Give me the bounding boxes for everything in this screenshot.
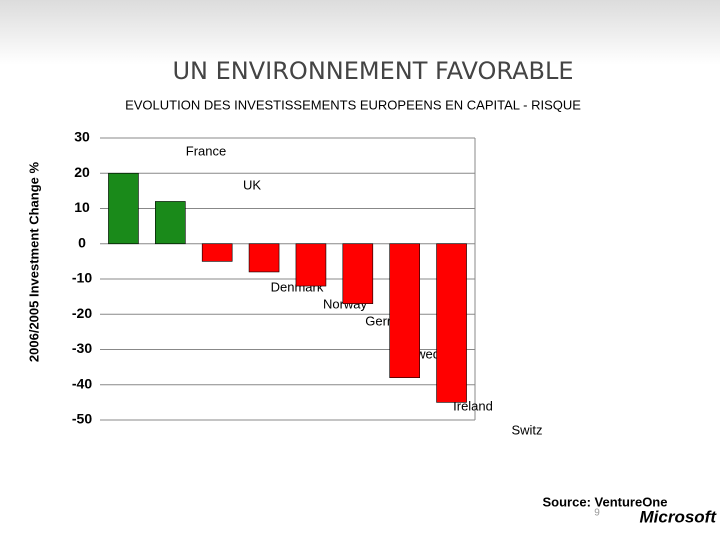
chart-subtitle: EVOLUTION DES INVESTISSEMENTS EUROPEENS … bbox=[125, 97, 581, 112]
bar bbox=[155, 201, 186, 245]
page-number: 9 bbox=[594, 508, 600, 519]
bar bbox=[389, 243, 420, 378]
category-label: Switz bbox=[511, 422, 542, 437]
y-tick-label: -30 bbox=[72, 340, 92, 356]
category-label: France bbox=[186, 143, 226, 158]
y-tick-label: 0 bbox=[78, 234, 86, 250]
bar bbox=[342, 243, 374, 304]
y-axis-label: 2006/2005 Investment Change % bbox=[26, 161, 41, 362]
category-label: UK bbox=[243, 177, 261, 192]
bar bbox=[201, 243, 233, 262]
y-tick-label: -40 bbox=[72, 375, 92, 391]
chart-title: UN ENVIRONNEMENT FAVORABLE bbox=[172, 57, 573, 85]
y-tick-label: -10 bbox=[72, 270, 92, 286]
bar bbox=[295, 243, 327, 287]
y-tick-label: 10 bbox=[74, 199, 90, 215]
bar bbox=[248, 243, 280, 273]
bar bbox=[436, 243, 467, 403]
bar bbox=[108, 172, 139, 245]
logo: Microsoft bbox=[640, 507, 718, 526]
y-tick-label: 20 bbox=[74, 164, 90, 180]
y-tick-label: -50 bbox=[72, 411, 92, 427]
y-tick-label: -20 bbox=[72, 305, 92, 321]
source: Source: VentureOne bbox=[543, 494, 668, 509]
y-tick-label: 30 bbox=[74, 129, 90, 145]
